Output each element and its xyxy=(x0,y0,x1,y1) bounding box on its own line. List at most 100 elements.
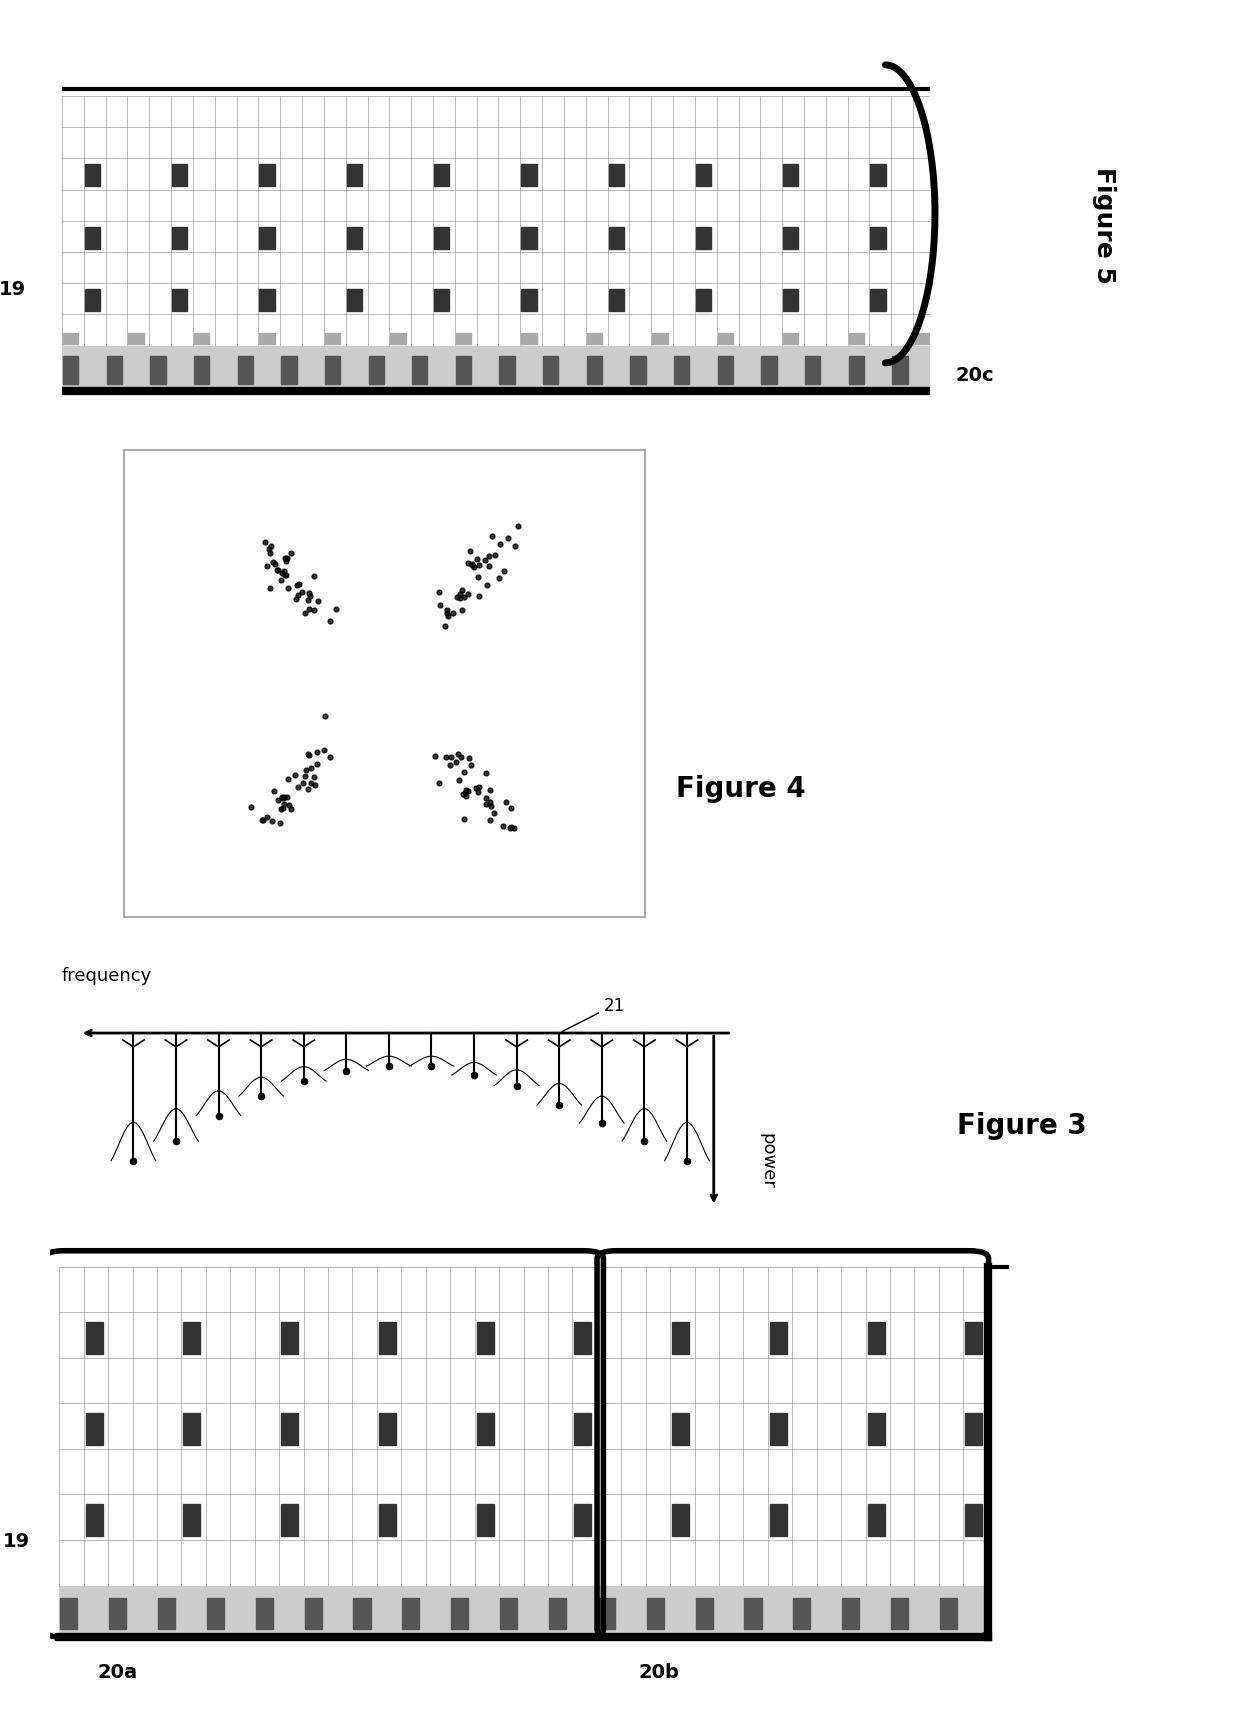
Bar xyxy=(543,357,558,385)
Point xyxy=(273,785,293,812)
Point xyxy=(278,544,298,572)
Bar xyxy=(672,1505,689,1536)
Point xyxy=(269,556,289,584)
Point xyxy=(441,743,461,771)
Point xyxy=(481,523,501,551)
Bar xyxy=(184,1413,201,1444)
Point xyxy=(259,535,279,563)
Point xyxy=(301,769,321,797)
Bar xyxy=(770,1413,787,1444)
Bar xyxy=(761,357,776,385)
Point xyxy=(298,741,317,769)
Bar xyxy=(157,1597,175,1630)
Point xyxy=(490,532,510,559)
Point xyxy=(480,553,500,580)
Point xyxy=(379,1053,399,1081)
Point xyxy=(497,525,517,553)
Bar xyxy=(150,357,166,385)
Bar xyxy=(718,357,733,385)
Bar xyxy=(521,334,537,345)
Bar xyxy=(63,334,78,345)
Bar xyxy=(652,334,667,345)
Point xyxy=(320,745,340,772)
Bar xyxy=(434,165,449,187)
Point xyxy=(470,774,490,802)
Point xyxy=(270,809,290,837)
Point xyxy=(436,601,456,629)
Point xyxy=(449,767,469,795)
Point xyxy=(635,1128,655,1155)
Point xyxy=(464,554,484,582)
Bar xyxy=(259,165,275,187)
Bar xyxy=(521,289,537,312)
Bar xyxy=(172,227,187,249)
Point xyxy=(436,598,456,625)
Point xyxy=(286,572,306,599)
Text: 20a: 20a xyxy=(97,1663,138,1682)
Bar xyxy=(965,1505,982,1536)
Point xyxy=(435,743,455,771)
Bar xyxy=(696,1597,713,1630)
Bar xyxy=(630,357,646,385)
Text: frequency: frequency xyxy=(62,966,153,984)
Text: 19: 19 xyxy=(4,1531,30,1550)
Point xyxy=(262,807,281,835)
Bar xyxy=(549,1597,565,1630)
Point xyxy=(480,807,500,835)
Bar xyxy=(347,289,362,312)
Bar xyxy=(696,165,712,187)
Bar xyxy=(353,1597,371,1630)
Point xyxy=(467,546,487,573)
Point xyxy=(308,752,327,779)
Bar xyxy=(784,334,799,345)
Point xyxy=(458,778,477,805)
Point xyxy=(265,551,285,578)
Bar xyxy=(281,1322,299,1354)
Point xyxy=(467,778,487,805)
Bar xyxy=(784,289,799,312)
Bar xyxy=(84,165,100,187)
Point xyxy=(454,805,474,833)
Point xyxy=(278,766,298,793)
Point xyxy=(304,598,324,625)
Point xyxy=(242,793,262,821)
Point xyxy=(315,703,335,731)
Point xyxy=(450,580,470,608)
Text: Figure 5: Figure 5 xyxy=(1091,166,1116,284)
Bar xyxy=(60,1587,988,1633)
Point xyxy=(260,540,280,568)
Point xyxy=(451,743,471,771)
Point xyxy=(289,572,309,599)
Point xyxy=(507,1072,527,1100)
Point xyxy=(285,762,305,790)
Point xyxy=(422,1053,441,1081)
Point xyxy=(274,785,294,812)
Point xyxy=(501,795,521,823)
Bar xyxy=(207,1597,224,1630)
Bar xyxy=(347,165,362,187)
Bar xyxy=(109,1597,126,1630)
Bar xyxy=(914,334,930,345)
Bar xyxy=(868,1505,884,1536)
Bar xyxy=(325,334,340,345)
Bar xyxy=(259,227,275,249)
Point xyxy=(466,774,486,802)
Point xyxy=(591,1110,611,1138)
Point xyxy=(435,613,455,641)
Bar xyxy=(172,289,187,312)
Bar xyxy=(598,1597,615,1630)
Point xyxy=(299,596,319,624)
Point xyxy=(298,776,317,804)
Point xyxy=(301,755,321,783)
Point xyxy=(295,599,315,627)
Point xyxy=(263,549,283,577)
Point xyxy=(296,757,316,785)
Point xyxy=(480,778,500,805)
Point xyxy=(272,566,291,594)
Point xyxy=(448,584,467,611)
Point xyxy=(288,582,308,610)
Point xyxy=(277,785,296,812)
Point xyxy=(260,575,280,603)
Point xyxy=(281,797,301,824)
Bar xyxy=(574,1322,591,1354)
